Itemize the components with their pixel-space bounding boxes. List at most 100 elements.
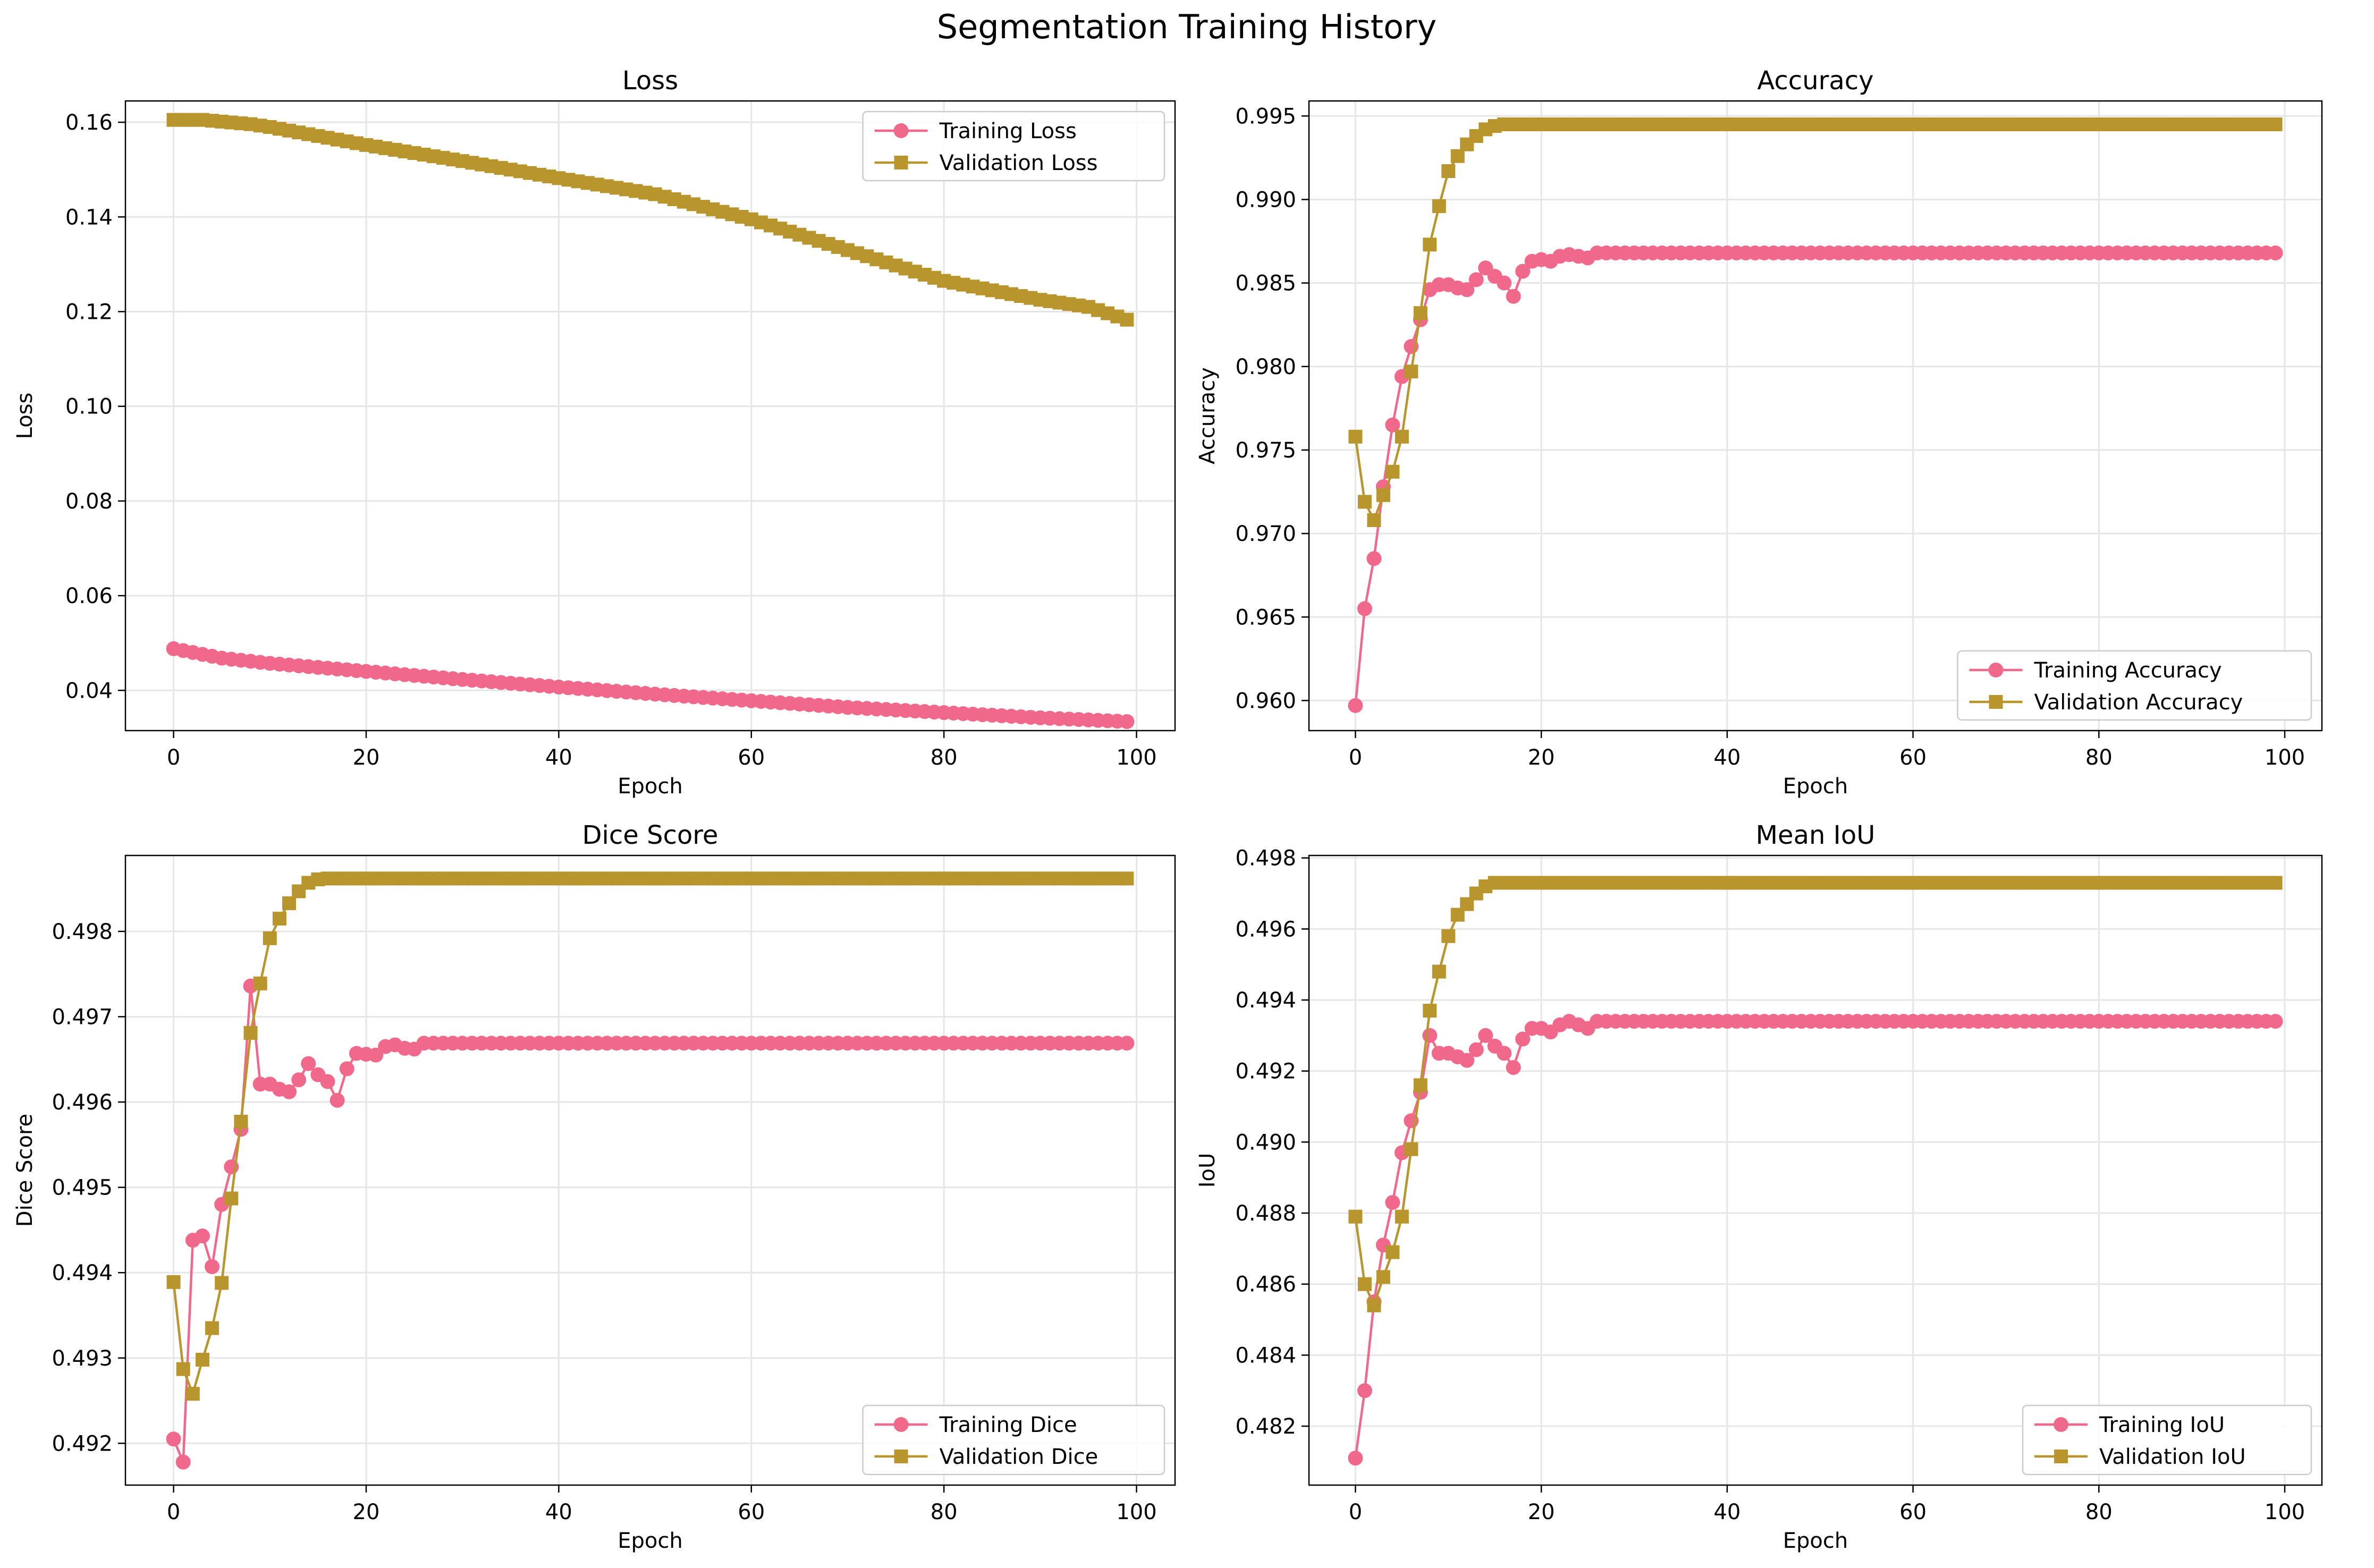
mean-iou-xtick-label: 40 <box>1713 1500 1741 1524</box>
dice-score-xtick-label: 40 <box>545 1500 572 1524</box>
accuracy-data-point <box>1506 289 1521 304</box>
dice-score-data-point <box>224 1191 239 1206</box>
accuracy-xtick-label: 80 <box>2085 745 2113 770</box>
mean-iou-ytick-label: 0.490 <box>1235 1130 1296 1155</box>
mean-iou-xtick-label: 80 <box>2085 1500 2113 1524</box>
dice-score-legend: Training Dice Validation Dice <box>862 1404 1165 1476</box>
loss-series <box>166 113 1135 730</box>
loss-xtick-label: 0 <box>167 745 180 770</box>
dice-score-xtick-label: 100 <box>1116 1500 1156 1524</box>
dice-score-data-point <box>234 1114 248 1129</box>
loss-legend-box <box>862 111 1165 182</box>
mean-iou-data-point <box>2268 876 2283 890</box>
mean-iou-ytick-label: 0.498 <box>1235 846 1296 871</box>
accuracy-ytick-label: 0.975 <box>1235 438 1296 463</box>
accuracy-data-point <box>1441 164 1456 179</box>
mean-iou-data-point <box>1441 929 1456 943</box>
accuracy-data-point <box>1450 149 1465 163</box>
dice-score-data-point <box>195 1228 210 1244</box>
loss-ytick-label: 0.10 <box>65 395 113 419</box>
mean-iou-data-point <box>1357 1277 1372 1291</box>
dice-score-data-point <box>215 1276 229 1290</box>
loss-legend-item: Training Loss <box>874 119 1077 143</box>
mean-iou-series-training <box>1348 1014 2283 1466</box>
mean-iou-data-point <box>1468 1042 1484 1057</box>
dice-score-grid <box>125 855 1175 1485</box>
loss-x-axis-label: Epoch <box>618 774 682 799</box>
mean-iou-xtick-label: 100 <box>2265 1500 2305 1524</box>
accuracy-data-point <box>1357 495 1372 509</box>
dice-score-legend-marker <box>894 1450 908 1463</box>
mean-iou-ytick-label: 0.486 <box>1235 1273 1296 1297</box>
accuracy-data-point <box>1468 272 1484 287</box>
accuracy-series-validation <box>1348 117 2283 527</box>
accuracy-data-point <box>1423 238 1437 252</box>
loss-legend-marker <box>893 123 909 138</box>
dice-score-ytick-label: 0.494 <box>52 1261 113 1285</box>
figure-title: Segmentation Training History <box>937 7 1437 46</box>
accuracy-y-axis-label: Accuracy <box>1195 367 1220 464</box>
dice-score-legend-item: Validation Dice <box>874 1445 1099 1469</box>
accuracy-ytick-label: 0.960 <box>1235 689 1296 713</box>
mean-iou-data-point <box>1432 964 1446 979</box>
dice-score-xtick-label: 0 <box>167 1500 180 1524</box>
accuracy-ytick-label: 0.995 <box>1235 104 1296 129</box>
accuracy-data-point <box>1497 275 1512 291</box>
accuracy-legend-item: Validation Accuracy <box>1969 690 2243 715</box>
mean-iou-data-point <box>1367 1298 1381 1312</box>
dice-score-series-validation <box>166 871 1134 1401</box>
accuracy-data-point <box>1367 513 1381 527</box>
mean-iou-data-point <box>1478 1028 1493 1043</box>
mean-iou-ytick-label: 0.494 <box>1235 988 1296 1013</box>
dice-score-legend-label: Training Dice <box>939 1413 1077 1437</box>
accuracy-data-point <box>1432 199 1446 214</box>
dice-score-data-point <box>282 1084 297 1099</box>
accuracy-ytick-label: 0.970 <box>1235 522 1296 546</box>
dice-score-legend-label: Validation Dice <box>940 1445 1099 1469</box>
accuracy-data-point <box>1515 264 1531 279</box>
loss-ytick-label: 0.16 <box>65 111 113 135</box>
dice-score-ytick-label: 0.498 <box>52 920 113 944</box>
dice-score-legend-marker <box>893 1417 909 1432</box>
dice-score-data-point <box>301 1056 316 1071</box>
loss-legend: Training Loss Validation Loss <box>862 111 1165 182</box>
mean-iou-legend: Training IoU Validation IoU <box>2022 1404 2312 1476</box>
loss-xtick-label: 80 <box>931 745 958 770</box>
mean-iou-legend-marker <box>2054 1450 2068 1463</box>
accuracy-data-point <box>1385 464 1400 479</box>
dice-score-data-point <box>243 1025 258 1040</box>
loss-data-point <box>1120 312 1134 327</box>
dice-score-xtick-label: 60 <box>738 1500 765 1524</box>
mean-iou-xtick-label: 0 <box>1349 1500 1362 1524</box>
dice-score-data-point <box>166 1431 181 1447</box>
accuracy-series-training <box>1348 245 2283 713</box>
accuracy-legend-label: Training Accuracy <box>2034 658 2222 683</box>
accuracy-xtick-label: 0 <box>1349 745 1362 770</box>
accuracy-data-point <box>1357 601 1372 616</box>
accuracy-legend-label: Validation Accuracy <box>2034 690 2243 715</box>
accuracy-data-point <box>1348 698 1363 713</box>
mean-iou-data-point <box>1376 1270 1390 1284</box>
dice-score-data-point <box>185 1387 200 1401</box>
dice-score-chart-title: Dice Score <box>582 820 719 850</box>
mean-iou-legend-box <box>2022 1404 2312 1476</box>
loss-xtick-label: 40 <box>545 745 572 770</box>
loss-ytick-label: 0.14 <box>65 205 113 230</box>
dice-score-data-point <box>339 1061 354 1077</box>
accuracy-data-point <box>2268 117 2283 132</box>
accuracy-ytick-label: 0.990 <box>1235 188 1296 212</box>
accuracy-legend-box <box>1957 650 2312 721</box>
mean-iou-grid <box>1309 855 2322 1485</box>
mean-iou-data-point <box>1404 1142 1418 1156</box>
mean-iou-legend-label: Validation IoU <box>2099 1445 2246 1469</box>
accuracy-data-point <box>1348 429 1363 444</box>
loss-ytick-label: 0.12 <box>65 300 113 324</box>
dice-score-data-point <box>282 896 297 910</box>
dice-score-data-point <box>175 1454 191 1470</box>
dice-score-data-point <box>320 1074 335 1089</box>
accuracy-legend: Training Accuracy Validation Accuracy <box>1957 650 2312 721</box>
mean-iou-data-point <box>1413 1078 1427 1092</box>
loss-axes-frame <box>124 100 1176 732</box>
dice-score-data-point <box>291 1072 307 1088</box>
mean-iou-data-point <box>1395 1209 1409 1224</box>
